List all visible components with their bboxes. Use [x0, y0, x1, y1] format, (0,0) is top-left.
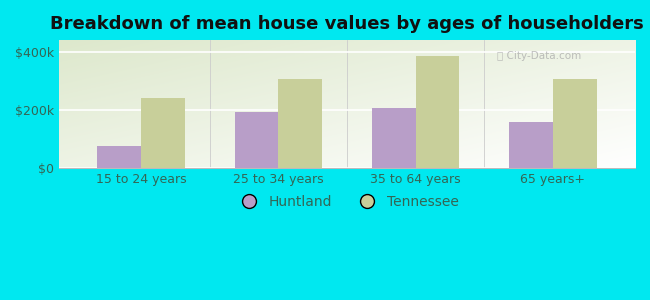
Bar [98, 146, 141, 168]
Bar [372, 108, 415, 168]
Text: Ⓒ City-Data.com: Ⓒ City-Data.com [497, 51, 581, 61]
Bar [141, 98, 185, 168]
Title: Breakdown of mean house values by ages of householders: Breakdown of mean house values by ages o… [50, 15, 644, 33]
Bar [278, 79, 322, 168]
Bar [235, 112, 278, 168]
Bar [552, 79, 597, 168]
Bar [509, 122, 552, 168]
Legend: Huntland, Tennessee: Huntland, Tennessee [230, 190, 464, 215]
Bar [415, 56, 460, 168]
